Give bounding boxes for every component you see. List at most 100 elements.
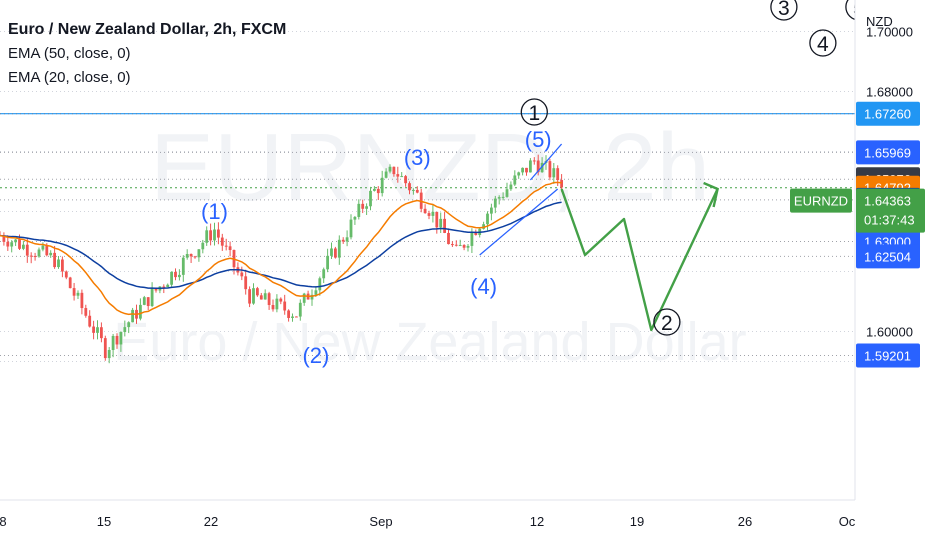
candle-body (84, 308, 88, 316)
candle-body (178, 274, 181, 278)
candle-body (224, 245, 228, 247)
candle-body (213, 229, 216, 241)
candle-body (548, 161, 552, 178)
wave-label-major: 2 (661, 312, 673, 335)
candle-body (392, 166, 396, 175)
candle-body (521, 167, 524, 173)
candle-body (259, 295, 263, 300)
time-tick-label: 26 (738, 514, 752, 529)
wave-label-minor: (5) (525, 127, 552, 152)
candle-body (146, 297, 150, 307)
candle-body (310, 294, 314, 300)
candle-body (57, 259, 60, 268)
candle-body (248, 289, 251, 304)
candle-body (408, 183, 411, 191)
candle-body (369, 190, 372, 207)
current-price: 1.64363 (864, 194, 911, 209)
candle-body (396, 174, 400, 177)
candle-body (100, 327, 103, 339)
candle-body (361, 203, 365, 209)
candle-body (380, 177, 384, 194)
candle-body (2, 235, 6, 242)
candle-body (271, 304, 275, 310)
legend-ema50: EMA (50, close, 0) (8, 45, 131, 62)
candle-body (341, 239, 345, 242)
candle-body (154, 288, 158, 291)
wave-circle-4 (809, 29, 837, 57)
watermark-subtitle: Euro / New Zealand Dollar (113, 312, 746, 372)
grid (0, 31, 855, 362)
candle-body (349, 219, 353, 238)
price-tick-label: 1.60000 (866, 325, 913, 340)
candle-body (314, 290, 318, 295)
time-tick-label: 12 (530, 514, 544, 529)
candle-body (18, 239, 21, 249)
candle-body (532, 160, 536, 162)
time-axis[interactable]: 8 15 22 Sep 12 19 26 Oc (0, 499, 856, 529)
candle-body (33, 256, 37, 258)
watermark-symbol: EURNZD, 2h (150, 114, 710, 221)
candle-body (37, 249, 41, 257)
candle-body (509, 184, 513, 190)
candle-body (123, 327, 127, 333)
wave-label-minor: (3) (404, 145, 431, 170)
wave-circle-3 (770, 0, 798, 21)
currency-label: NZD (866, 14, 893, 29)
candle-body (283, 301, 287, 311)
candle-body (384, 171, 388, 178)
candle-body (244, 276, 248, 290)
projection-arrowhead (703, 181, 719, 208)
candle-body (326, 255, 329, 270)
candle-body (14, 239, 17, 243)
candle-body (197, 249, 201, 258)
candle-body (217, 229, 220, 238)
projection-path (560, 181, 719, 332)
candle-body (513, 175, 517, 185)
candle-body (72, 288, 76, 296)
price-axis[interactable]: NZD 1.70000 1.68000 1.60000 1.67260 1.65969 1… (790, 0, 932, 500)
candle-body (497, 197, 501, 199)
time-tick-label: 15 (97, 514, 111, 529)
candle-body (185, 254, 189, 258)
candle-body (64, 271, 68, 278)
candle-body (80, 292, 84, 309)
candle-body (29, 255, 33, 257)
chart-legend: Euro / New Zealand Dollar, 2h, FXCM EMA … (8, 18, 286, 90)
trendline (479, 188, 559, 256)
candle-body (404, 176, 407, 184)
candle-body (458, 245, 462, 247)
candle-body (295, 316, 298, 318)
candle-body (322, 269, 326, 279)
legend-title: Euro / New Zealand Dollar, 2h, FXCM (8, 21, 287, 38)
candle-body (49, 252, 53, 256)
price-label-bg (856, 101, 920, 126)
candle-body (131, 309, 134, 323)
candle-body (115, 335, 119, 345)
candle-body (228, 246, 232, 251)
wave-circle-2 (653, 308, 681, 336)
candle-body (505, 189, 509, 197)
candle-body (252, 288, 255, 304)
legend-ema20: EMA (20, close, 0) (8, 69, 131, 86)
candle-body (388, 166, 392, 172)
candle-body (560, 180, 563, 188)
candle-body (119, 332, 123, 345)
candle-body (45, 245, 49, 256)
candle-body (107, 349, 111, 359)
candle-body (193, 256, 197, 258)
candle-body (150, 288, 154, 307)
candle-body (334, 248, 337, 258)
candle-body (68, 277, 72, 289)
ema20-line (0, 181, 562, 316)
projection-line (560, 188, 719, 332)
candle-body (525, 167, 528, 173)
candle-body (357, 203, 361, 217)
price-label-bg (856, 244, 920, 269)
candle-body (470, 232, 474, 246)
candle-body (111, 335, 115, 350)
wave-label-minor: (2) (302, 343, 329, 368)
candle-body (53, 252, 56, 268)
symbol-watermark: EURNZD, 2h Euro / New Zealand Dollar (113, 114, 746, 372)
candle-body (25, 244, 29, 256)
